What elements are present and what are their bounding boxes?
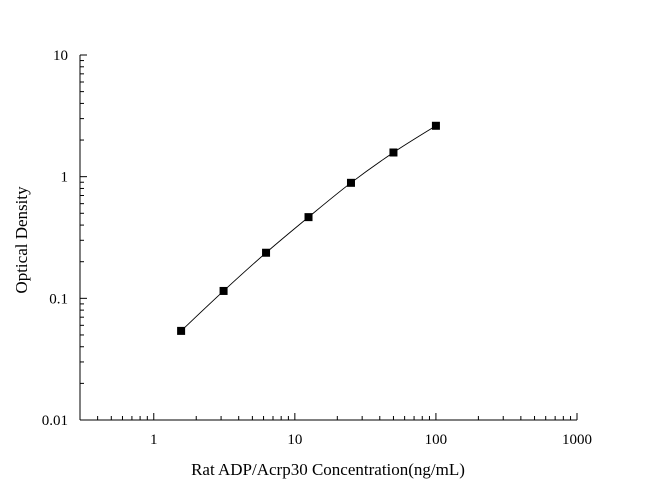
y-tick-label: 0.01 [42,413,68,429]
x-axis-title: Rat ADP/Acrp30 Concentration(ng/mL) [191,460,465,479]
data-point [219,286,228,295]
data-point [304,213,313,222]
data-point [431,121,440,130]
data-point [389,148,398,157]
y-tick-label: 0.1 [49,291,68,307]
ticks [79,54,578,421]
axes [79,55,577,421]
data-points [177,121,440,335]
data-point [346,178,355,187]
x-tick-label: 1000 [562,432,592,448]
data-point [262,248,271,257]
y-axis-title: Optical Density [12,186,31,294]
data-point [177,326,186,335]
x-tick-label: 100 [425,432,448,448]
y-tick-label: 1 [61,170,69,186]
tick-labels: 1 10 100 1000 0.01 0.1 1 10 [42,48,592,448]
fit-curve [180,125,437,332]
x-tick-label: 10 [287,432,302,448]
y-tick-label: 10 [53,48,68,64]
x-tick-label: 1 [150,432,158,448]
